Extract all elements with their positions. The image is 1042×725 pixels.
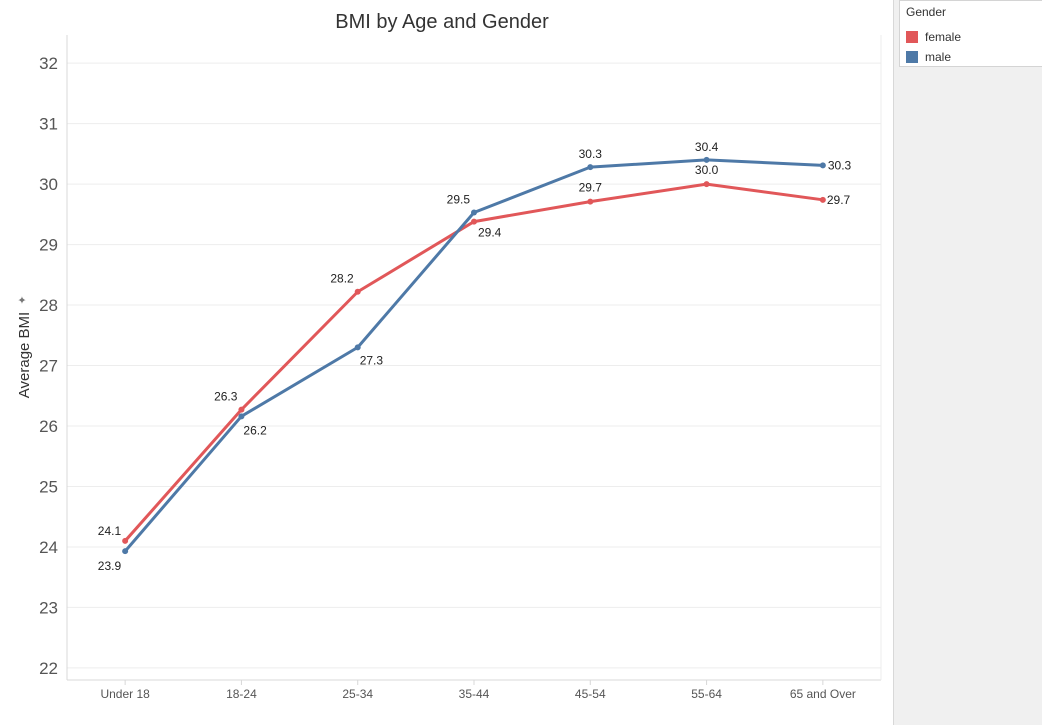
x-tick-label-4: 45-54 <box>575 687 606 701</box>
point-female-6 <box>819 196 826 203</box>
point-female-1 <box>238 406 245 413</box>
data-label-female-3: 29.4 <box>478 226 502 240</box>
y-tick-label-32: 32 <box>39 54 58 73</box>
legend-title: Gender <box>906 5 947 19</box>
y-tick-label-25: 25 <box>39 477 58 496</box>
x-tick-label-0: Under 18 <box>100 687 150 701</box>
chart-area: BMI by Age and Gender 22 23 24 25 26 27 28 29 30 3… <box>16 11 882 701</box>
legend: Gender female male <box>899 0 1042 67</box>
legend-label-male: male <box>925 50 952 64</box>
x-tick-label-5: 55-64 <box>691 687 722 701</box>
y-tick-label-26: 26 <box>39 417 58 436</box>
point-male-5 <box>703 156 710 163</box>
data-label-female-5: 30.0 <box>695 163 719 177</box>
x-tick-label-1: 18-24 <box>226 687 257 701</box>
x-tick-label-3: 35-44 <box>459 687 490 701</box>
x-tick-label-6: 65 and Over <box>790 687 856 701</box>
data-label-male-3: 29.5 <box>447 193 471 207</box>
legend-label-female: female <box>925 30 962 44</box>
point-male-0 <box>122 548 129 555</box>
data-label-female-4: 29.7 <box>579 181 603 195</box>
y-tick-label-30: 30 <box>39 175 58 194</box>
data-label-female-0: 24.1 <box>98 524 122 538</box>
data-label-female-6: 29.7 <box>827 193 851 207</box>
point-male-4 <box>587 164 594 171</box>
legend-item-male[interactable]: male <box>906 49 951 65</box>
legend-swatch-female <box>906 31 918 43</box>
data-label-male-5: 30.4 <box>695 140 719 154</box>
x-tick-label-2: 25-34 <box>342 687 373 701</box>
point-female-2 <box>354 288 361 295</box>
data-label-female-1: 26.3 <box>214 390 238 404</box>
y-tick-label-23: 23 <box>39 598 58 617</box>
y-tick-label-27: 27 <box>39 357 58 376</box>
point-female-0 <box>122 537 129 544</box>
y-tick-label-29: 29 <box>39 236 58 255</box>
y-tick-label-28: 28 <box>39 296 58 315</box>
pin-icon: ✦ <box>17 295 29 304</box>
data-label-female-2: 28.2 <box>330 272 354 286</box>
y-tick-label-22: 22 <box>39 659 58 678</box>
data-label-male-2: 27.3 <box>360 353 384 367</box>
series-line-female <box>124 182 824 542</box>
point-male-2 <box>354 344 361 351</box>
data-label-male-0: 23.9 <box>98 559 122 573</box>
point-male-6 <box>819 162 826 169</box>
side-panel: Gender female male <box>893 0 1042 725</box>
y-tick-label-31: 31 <box>39 115 58 134</box>
data-label-male-4: 30.3 <box>579 147 603 161</box>
line-chart: BMI by Age and Gender 22 23 24 25 26 27 28 29 30 3… <box>16 11 882 701</box>
chart-title: BMI by Age and Gender <box>335 11 549 33</box>
data-label-male-6: 30.3 <box>828 158 852 172</box>
y-axis-title: Average BMI <box>16 312 33 398</box>
legend-item-female[interactable]: female <box>906 29 961 45</box>
point-male-1 <box>238 413 245 420</box>
point-male-3 <box>471 209 477 216</box>
y-tick-label-24: 24 <box>39 538 58 557</box>
point-female-3 <box>471 218 477 225</box>
point-female-5 <box>703 181 710 188</box>
data-label-male-1: 26.2 <box>243 423 267 437</box>
point-female-4 <box>587 198 594 205</box>
legend-swatch-male <box>906 51 918 63</box>
